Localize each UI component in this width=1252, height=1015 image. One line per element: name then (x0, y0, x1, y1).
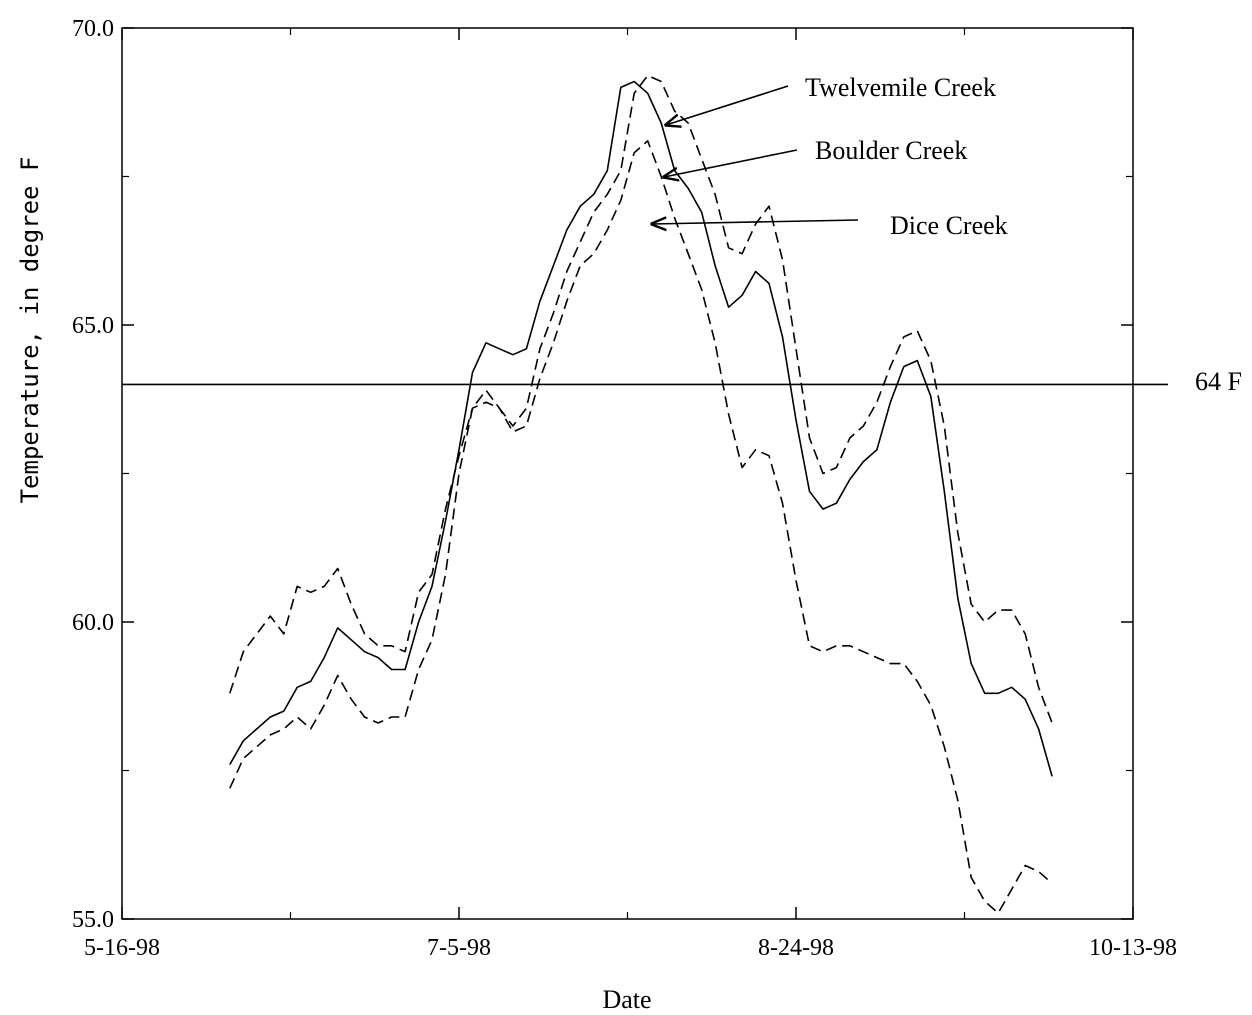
axes: 5-16-98 7-5-98 8-24-98 10-13-98 55.0 60.0 65.0… (72, 16, 1177, 961)
y-tick-label: 55.0 (72, 907, 114, 933)
annotation-dice-creek: Dice Creek (890, 211, 1008, 240)
arrow-twelvemile-creek (666, 85, 789, 125)
y-tick-label: 65.0 (72, 313, 114, 339)
annotation-boulder-creek: Boulder Creek (815, 136, 967, 165)
reference-line-label: 64 F (1195, 367, 1242, 396)
x-tick-label: 8-24-98 (758, 935, 834, 961)
annotations (652, 85, 859, 224)
y-tick-label: 60.0 (72, 610, 114, 636)
x-tick-label: 5-16-98 (84, 935, 160, 961)
x-tick-label: 10-13-98 (1089, 935, 1177, 961)
annotation-twelvemile-creek: Twelvemile Creek (805, 73, 996, 102)
x-axis-title: Date (602, 985, 651, 1014)
series-layer (229, 74, 1053, 914)
arrow-dice-creek (652, 220, 859, 224)
arrow-boulder-creek (664, 149, 798, 177)
y-axis-title: Temperature, in degree F (16, 157, 44, 504)
x-tick-label: 7-5-98 (427, 935, 491, 961)
series-line-boulder-creek (229, 80, 1053, 777)
series-line-twelvemile-creek (229, 74, 1053, 724)
y-tick-label: 70.0 (72, 16, 114, 42)
series-line-dice-creek (229, 140, 1053, 914)
